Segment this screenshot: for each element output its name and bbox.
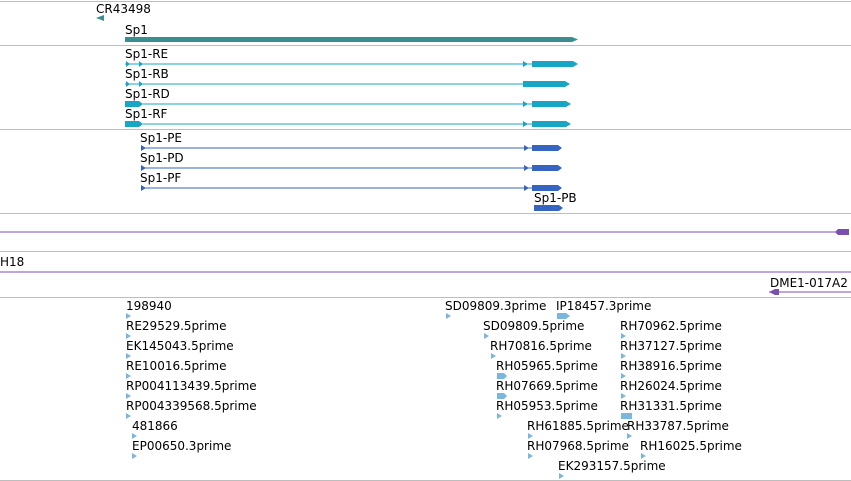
est-label[interactable]: 198940 [126,299,172,313]
est-label[interactable]: EK293157.5prime [558,459,666,473]
protein-sp1-pb-glyph[interactable] [534,205,563,211]
est-label[interactable]: SD09809.5prime [483,319,585,333]
transcript-label-rd[interactable]: Sp1-RD [125,87,170,101]
protein-label-pb[interactable]: Sp1-PB [534,191,577,205]
est-label[interactable]: RH38916.5prime [620,359,722,373]
est-label[interactable]: IP18457.3prime [556,299,652,313]
est-label[interactable]: EK145043.5prime [126,339,234,353]
protein-sp1-pd-glyph[interactable] [141,165,562,171]
transcript-label-rb[interactable]: Sp1-RB [125,67,169,81]
gene-label-sp1[interactable]: Sp1 [125,23,148,37]
est-label[interactable]: RH31331.5prime [620,399,722,413]
est-label[interactable]: 481866 [132,419,178,433]
feature-label-h18[interactable]: H18 [0,255,25,269]
feature-label-dme1[interactable]: DME1-017A2 [770,276,848,290]
est-label[interactable]: RH26024.5prime [620,379,722,393]
feature-dme1-glyph[interactable] [769,289,851,295]
est-label[interactable]: RH07968.5prime [527,439,629,453]
est-label[interactable]: RH33787.5prime [627,419,729,433]
est-label[interactable]: RH70816.5prime [490,339,592,353]
feature-long-glyph[interactable] [0,229,849,235]
protein-sp1-pe-glyph[interactable] [141,145,562,151]
est-markers[interactable] [126,313,646,479]
transcript-sp1-rd-glyph[interactable] [125,101,571,107]
protein-label-pe[interactable]: Sp1-PE [140,131,183,145]
est-label[interactable]: RH05953.5prime [496,399,598,413]
est-label[interactable]: RH70962.5prime [620,319,722,333]
protein-label-pf[interactable]: Sp1-PF [140,171,182,185]
transcript-label-rf[interactable]: Sp1-RF [125,107,168,121]
protein-sp1-pf-glyph[interactable] [141,185,562,191]
est-label[interactable]: RH61885.5prime [527,419,629,433]
transcript-sp1-re-glyph[interactable] [125,61,578,67]
est-label[interactable]: RP004113439.5prime [126,379,257,393]
transcript-sp1-rf-glyph[interactable] [125,121,571,127]
protein-label-pd[interactable]: Sp1-PD [140,151,184,165]
est-label[interactable]: RH07669.5prime [496,379,598,393]
est-label[interactable]: RH37127.5prime [620,339,722,353]
gene-cr43498-glyph[interactable] [96,15,104,21]
est-label[interactable]: RE29529.5prime [126,319,227,333]
gene-sp1-glyph[interactable] [125,37,578,42]
est-label[interactable]: SD09809.3prime [445,299,547,313]
transcript-label-re[interactable]: Sp1-RE [125,47,169,61]
est-label[interactable]: RH16025.5prime [640,439,742,453]
est-label[interactable]: EP00650.3prime [132,439,232,453]
est-label[interactable]: RE10016.5prime [126,359,227,373]
transcript-sp1-rb-glyph[interactable] [125,81,570,87]
est-label[interactable]: RP004339568.5prime [126,399,257,413]
gene-label-cr43498[interactable]: CR43498 [96,2,151,16]
est-label[interactable]: RH05965.5prime [496,359,598,373]
